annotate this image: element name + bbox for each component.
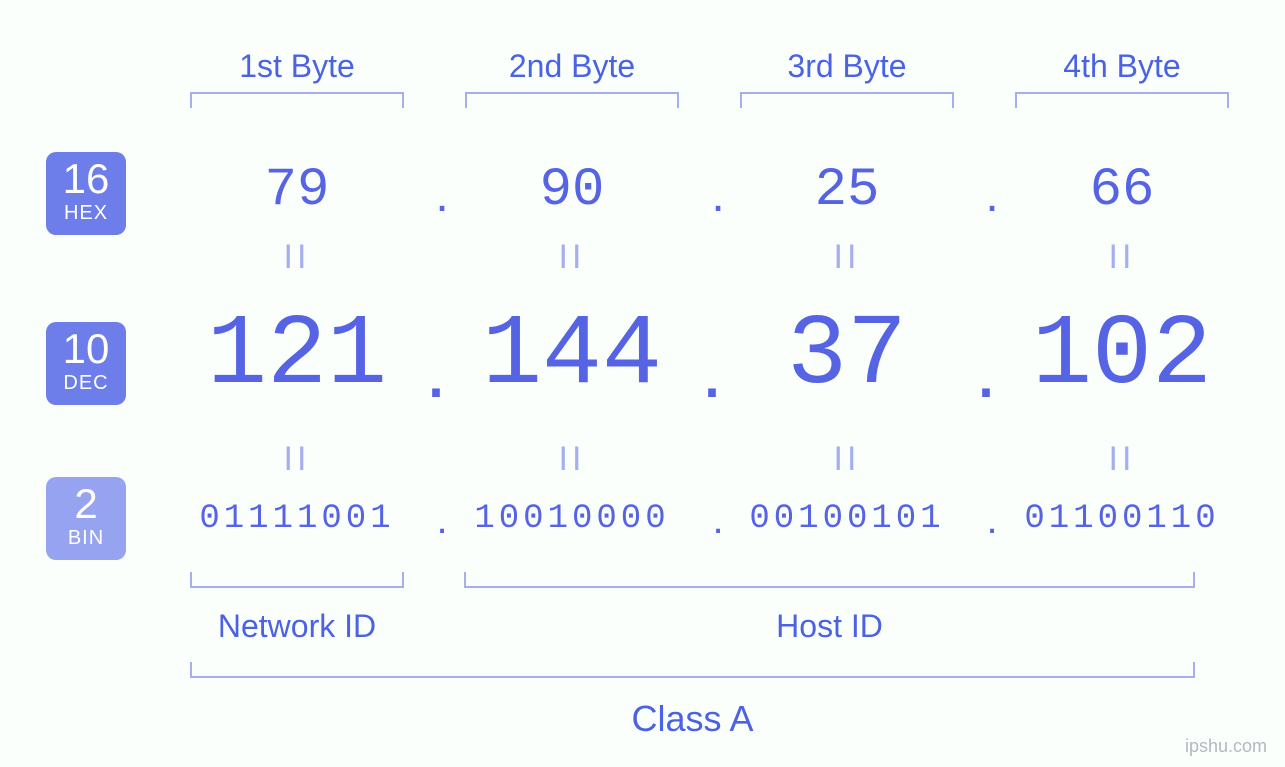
byte-header-2: 2nd Byte: [465, 48, 679, 85]
bin-byte-4: 01100110: [999, 500, 1245, 538]
bracket-byte-1: [190, 92, 404, 108]
badge-dec: 10 DEC: [46, 322, 126, 405]
bin-dot-2: .: [696, 498, 740, 543]
bracket-byte-3: [740, 92, 954, 108]
network-id-label: Network ID: [190, 608, 404, 645]
bin-byte-2: 10010000: [449, 500, 695, 538]
badge-dec-label: DEC: [46, 372, 126, 395]
dec-byte-2: 144: [445, 300, 699, 413]
dec-dot-2: .: [690, 324, 734, 416]
byte-header-4: 4th Byte: [1015, 48, 1229, 85]
bracket-byte-2: [465, 92, 679, 108]
bracket-byte-4: [1015, 92, 1229, 108]
badge-hex-label: HEX: [46, 202, 126, 225]
badge-hex-num: 16: [46, 158, 126, 200]
bracket-network-id: [190, 572, 404, 588]
hex-byte-1: 79: [190, 160, 404, 221]
dec-dot-3: .: [964, 324, 1008, 416]
bin-dot-1: .: [420, 498, 464, 543]
badge-bin-label: BIN: [46, 527, 126, 550]
eq-dec-bin-4: II: [1015, 440, 1229, 479]
eq-dec-bin-2: II: [465, 440, 679, 479]
class-label: Class A: [190, 698, 1195, 740]
bracket-class: [190, 662, 1195, 678]
dec-dot-1: .: [414, 324, 458, 416]
watermark: ipshu.com: [1185, 736, 1267, 757]
badge-hex: 16 HEX: [46, 152, 126, 235]
diagram-root: 1st Byte 2nd Byte 3rd Byte 4th Byte 16 H…: [0, 0, 1285, 767]
hex-byte-2: 90: [465, 160, 679, 221]
eq-dec-bin-3: II: [740, 440, 954, 479]
byte-header-3: 3rd Byte: [740, 48, 954, 85]
eq-dec-bin-1: II: [190, 440, 404, 479]
badge-bin-num: 2: [46, 483, 126, 525]
eq-hex-dec-1: II: [190, 238, 404, 277]
badge-dec-num: 10: [46, 328, 126, 370]
eq-hex-dec-2: II: [465, 238, 679, 277]
dec-byte-4: 102: [995, 300, 1249, 413]
badge-bin: 2 BIN: [46, 477, 126, 560]
hex-byte-3: 25: [740, 160, 954, 221]
bin-dot-3: .: [970, 498, 1014, 543]
hex-dot-1: .: [420, 168, 464, 223]
bracket-host-id: [464, 572, 1195, 588]
bin-byte-1: 01111001: [174, 500, 420, 538]
eq-hex-dec-3: II: [740, 238, 954, 277]
hex-dot-2: .: [696, 168, 740, 223]
eq-hex-dec-4: II: [1015, 238, 1229, 277]
bin-byte-3: 00100101: [724, 500, 970, 538]
dec-byte-3: 37: [720, 300, 974, 413]
byte-header-1: 1st Byte: [190, 48, 404, 85]
host-id-label: Host ID: [464, 608, 1195, 645]
hex-byte-4: 66: [1015, 160, 1229, 221]
dec-byte-1: 121: [170, 300, 424, 413]
hex-dot-3: .: [970, 168, 1014, 223]
